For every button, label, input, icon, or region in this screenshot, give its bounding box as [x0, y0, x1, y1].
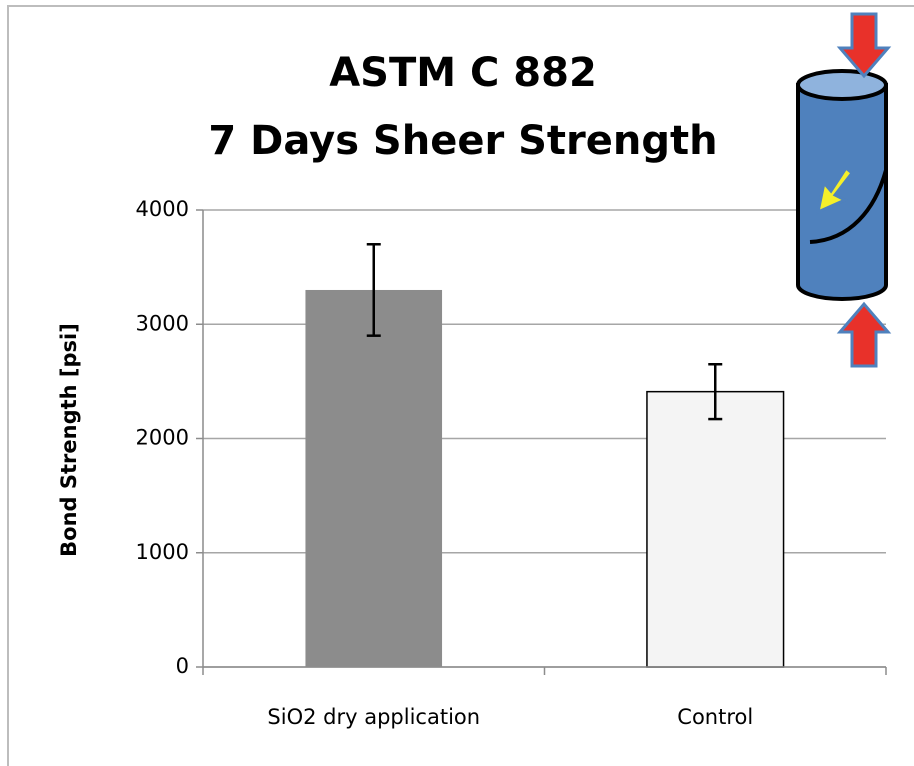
load-arrow-bottom	[840, 304, 888, 366]
y-tick-label: 1000	[136, 540, 189, 564]
cylinder-top	[798, 71, 886, 99]
chart-title: 7 Days Sheer Strength	[208, 118, 717, 164]
chart-title: ASTM C 882	[329, 50, 597, 96]
y-tick-label: 2000	[136, 426, 189, 450]
y-tick-label: 0	[176, 654, 189, 678]
load-arrow-top	[840, 14, 888, 76]
y-tick-label: 3000	[136, 311, 189, 335]
cylinder-body	[798, 85, 886, 299]
bar	[305, 290, 442, 667]
x-tick-label: Control	[677, 705, 753, 729]
specimen-icon	[798, 14, 888, 366]
chart: ASTM C 882 7 Days Sheer Strength Bond St…	[0, 0, 914, 766]
y-tick-label: 4000	[136, 197, 189, 221]
plot-area: 0 1000 2000 3000 4000 SiO2 dry application Con…	[136, 197, 886, 729]
x-tick-label: SiO2 dry application	[267, 705, 480, 729]
bar	[647, 392, 784, 667]
y-axis-label: Bond Strength [psi]	[57, 323, 81, 557]
